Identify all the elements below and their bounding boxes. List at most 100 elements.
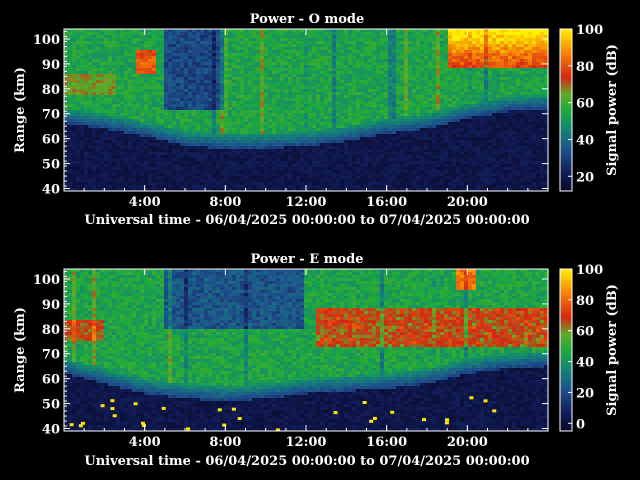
heatmap-cell <box>128 128 133 132</box>
heatmap-cell <box>116 119 121 123</box>
heatmap-cell <box>136 83 141 87</box>
heatmap-cell <box>92 104 97 108</box>
heatmap-cell <box>96 131 101 135</box>
heatmap-cell <box>120 38 125 42</box>
heatmap-cell <box>120 173 125 177</box>
heatmap-cell <box>100 74 105 78</box>
heatmap-cell <box>64 86 69 90</box>
heatmap-cell <box>96 92 101 96</box>
heatmap-cell <box>132 74 137 78</box>
heatmap-cell <box>76 71 81 75</box>
heatmap-cell <box>124 188 129 192</box>
heatmap-cell <box>76 149 81 153</box>
heatmap-cell <box>96 146 101 150</box>
heatmap-cell <box>104 107 109 111</box>
heatmap-cell <box>128 182 133 186</box>
heatmap-cell <box>64 44 69 48</box>
heatmap-cell <box>112 32 117 36</box>
heatmap-cell <box>68 128 73 132</box>
heatmap-cell <box>76 77 81 81</box>
heatmap-cell <box>88 92 93 96</box>
heatmap-cell <box>92 92 97 96</box>
heatmap-cell <box>76 116 81 120</box>
heatmap-cell <box>132 59 137 63</box>
heatmap-cell <box>88 116 93 120</box>
heatmap-cell <box>96 155 101 159</box>
heatmap-cell <box>72 35 77 39</box>
heatmap-cell <box>76 179 81 183</box>
heatmap-cell <box>72 95 77 99</box>
heatmap-cell <box>64 185 69 189</box>
heatmap-cell <box>100 65 105 69</box>
heatmap-cell <box>108 86 113 90</box>
heatmap-cell <box>92 98 97 102</box>
heatmap-cell <box>76 32 81 36</box>
heatmap-cell <box>124 167 129 171</box>
heatmap-cell <box>136 134 141 138</box>
heatmap-cell <box>104 137 109 141</box>
heatmap-cell <box>140 44 145 48</box>
heatmap-cell <box>80 173 85 177</box>
heatmap-cell <box>140 35 145 39</box>
heatmap-cell <box>116 104 121 108</box>
heatmap-cell <box>68 164 73 168</box>
heatmap-cell <box>140 185 145 189</box>
heatmap-cell <box>140 107 145 111</box>
heatmap-cell <box>96 140 101 144</box>
heatmap-cell <box>128 86 133 90</box>
heatmap-cell <box>120 158 125 162</box>
heatmap-cell <box>132 173 137 177</box>
heatmap-cell <box>140 134 145 138</box>
heatmap-cell <box>120 155 125 159</box>
heatmap-cell <box>72 86 77 90</box>
heatmap-cell <box>68 146 73 150</box>
heatmap-cell <box>120 32 125 36</box>
heatmap-cell <box>116 146 121 150</box>
heatmap-cell <box>104 110 109 114</box>
heatmap-cell <box>68 110 73 114</box>
heatmap-cell <box>76 188 81 192</box>
heatmap-cell <box>80 98 85 102</box>
heatmap-cell <box>100 77 105 81</box>
heatmap-cell <box>88 32 93 36</box>
heatmap-cell <box>84 92 89 96</box>
heatmap-cell <box>128 185 133 189</box>
heatmap-cell <box>120 176 125 180</box>
heatmap-cell <box>100 176 105 180</box>
heatmap-cell <box>108 146 113 150</box>
heatmap-cell <box>120 146 125 150</box>
heatmap-cell <box>140 50 145 54</box>
heatmap-cell <box>128 134 133 138</box>
heatmap-cell <box>140 56 145 60</box>
heatmap-cell <box>72 116 77 120</box>
heatmap-cell <box>116 170 121 174</box>
heatmap-cell <box>84 104 89 108</box>
heatmap-cell <box>132 119 137 123</box>
heatmap-cell <box>120 29 125 33</box>
heatmap-cell <box>68 89 73 93</box>
heatmap-cell <box>68 179 73 183</box>
heatmap-cell <box>76 74 81 78</box>
heatmap-cell <box>112 44 117 48</box>
heatmap-cell <box>68 86 73 90</box>
heatmap-cell <box>88 161 93 165</box>
heatmap-cell <box>100 89 105 93</box>
heatmap-cell <box>76 29 81 33</box>
heatmap-cell <box>140 92 145 96</box>
heatmap-cell <box>84 29 89 33</box>
heatmap-cell <box>132 65 137 69</box>
heatmap-cell <box>96 137 101 141</box>
heatmap-cell <box>100 35 105 39</box>
heatmap-cell <box>80 65 85 69</box>
heatmap-cell <box>120 56 125 60</box>
heatmap-cell <box>140 125 145 129</box>
heatmap-cell <box>112 182 117 186</box>
heatmap-cell <box>132 104 137 108</box>
heatmap-cell <box>68 104 73 108</box>
heatmap-cell <box>84 86 89 90</box>
heatmap-cell <box>140 101 145 105</box>
heatmap-cell <box>92 95 97 99</box>
heatmap-cell <box>140 152 145 156</box>
heatmap-cell <box>88 86 93 90</box>
